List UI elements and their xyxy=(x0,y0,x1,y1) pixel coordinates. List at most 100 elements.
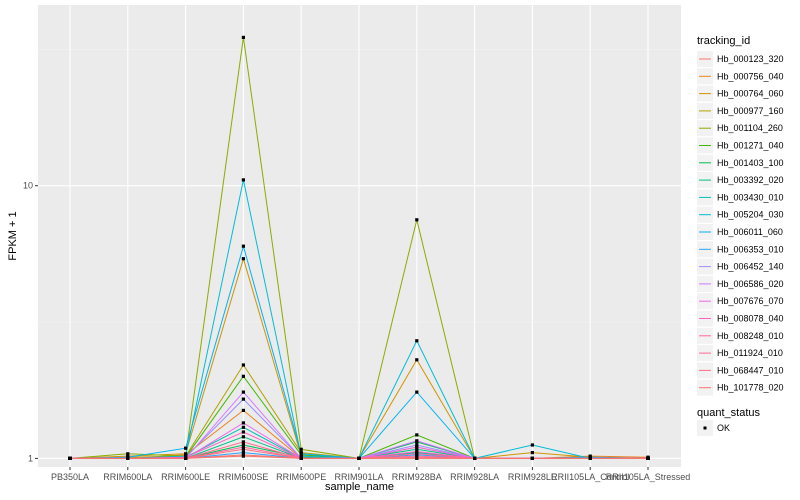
status-legend-label: OK xyxy=(717,423,730,433)
legend-label: Hb_000764_060 xyxy=(717,89,784,99)
legend-item: Hb_068447_010 xyxy=(697,362,784,379)
data-point xyxy=(299,454,303,458)
data-point xyxy=(241,435,245,439)
data-point xyxy=(126,452,130,456)
data-point xyxy=(415,452,419,456)
data-point xyxy=(241,390,245,394)
x-tick-label: RRII105LA_Control xyxy=(551,472,629,482)
x-axis-title: sample_name xyxy=(325,481,394,493)
legend-label: Hb_006011_060 xyxy=(717,227,783,237)
legend-label: Hb_003392_020 xyxy=(717,175,784,185)
data-point xyxy=(415,445,419,449)
legend-label: Hb_068447_010 xyxy=(717,365,784,375)
legend-item: Hb_008248_010 xyxy=(697,327,784,344)
data-point xyxy=(241,445,245,449)
x-tick-label: RRIM901LA xyxy=(334,472,383,482)
legend-item: Hb_101778_020 xyxy=(697,379,784,396)
legend-item: Hb_008078_040 xyxy=(697,310,784,327)
legend-label: Hb_007676_070 xyxy=(717,296,784,306)
data-point xyxy=(299,447,303,451)
legend-item: Hb_007676_070 xyxy=(697,293,784,310)
data-point xyxy=(473,456,477,460)
data-point xyxy=(415,358,419,362)
x-tick-label: RRIM600LE xyxy=(161,472,210,482)
data-point xyxy=(241,440,245,444)
data-point xyxy=(415,449,419,454)
data-point xyxy=(415,443,419,447)
data-point xyxy=(530,443,534,447)
data-point xyxy=(415,433,419,437)
legend-item: Hb_005204_030 xyxy=(697,206,784,223)
legend-label: Hb_000977_160 xyxy=(717,106,784,116)
legend-item: Hb_000123_320 xyxy=(697,51,784,67)
y-tick-label: 10 xyxy=(23,181,33,191)
legend-items: Hb_000123_320 Hb_000756_040 Hb_000764_060 H… xyxy=(697,51,784,396)
legend-label: Hb_003430_010 xyxy=(717,192,784,202)
data-point xyxy=(357,456,361,460)
legend-item: Hb_001271_040 xyxy=(697,137,784,154)
legend-item: Hb_006011_060 xyxy=(697,224,783,240)
x-tick-label: RRIM600PE xyxy=(276,472,326,482)
legend-label: Hb_001403_100 xyxy=(717,158,784,168)
data-point xyxy=(299,456,303,460)
legend-item: Hb_006353_010 xyxy=(697,241,784,258)
data-point xyxy=(241,374,245,378)
legend-item: Hb_001403_100 xyxy=(697,154,784,171)
legend: tracking_id Hb_000123_320Hb_000756_040Hb… xyxy=(697,35,784,436)
x-tick-label: PB350LA xyxy=(51,472,89,482)
legend-label: Hb_000123_320 xyxy=(717,54,784,64)
legend-label: Hb_000756_040 xyxy=(717,71,784,81)
legend-label: Hb_005204_030 xyxy=(717,210,784,220)
x-tick-label: RRIM600LA xyxy=(103,472,152,482)
data-point xyxy=(241,451,245,455)
legend-item: Hb_006586_020 xyxy=(697,275,784,292)
data-point xyxy=(241,430,245,434)
legend-label: Hb_006452_140 xyxy=(717,262,784,272)
legend-item: Hb_003430_010 xyxy=(697,189,784,206)
legend-item: Hb_011924_010 xyxy=(697,345,783,362)
data-point xyxy=(241,397,245,401)
data-point xyxy=(241,408,245,412)
legend-item: Hb_000756_040 xyxy=(697,68,784,85)
data-point xyxy=(299,452,303,456)
data-point xyxy=(415,218,419,222)
status-legend-point xyxy=(703,426,707,430)
data-point xyxy=(588,456,592,460)
legend-title: tracking_id xyxy=(697,35,750,47)
y-tick-label: 1 xyxy=(28,453,33,463)
data-point xyxy=(241,421,245,425)
y-axis-title: FPKM + 1 xyxy=(7,211,19,260)
data-point xyxy=(415,456,419,460)
legend-item: Hb_003392_020 xyxy=(697,172,784,189)
legend-label: Hb_006586_020 xyxy=(717,279,784,289)
legend-item: Hb_000977_160 xyxy=(697,102,784,119)
data-point xyxy=(415,339,419,343)
data-point xyxy=(530,456,534,460)
legend-label: Hb_008078_040 xyxy=(717,314,784,324)
x-tick-label: RRIM928LE xyxy=(508,472,557,482)
data-point xyxy=(241,453,245,457)
data-point xyxy=(415,439,419,443)
axes: 1 10 PB350LA RRIM600LA RRIM600LE RRIM600SE RRI… xyxy=(23,181,690,482)
x-tick-label: RRII105LA_Stressed xyxy=(606,472,691,482)
legend-label: Hb_001271_040 xyxy=(717,141,784,151)
data-point xyxy=(68,456,72,460)
legend-label: Hb_101778_020 xyxy=(717,383,784,393)
legend-item: Hb_001104_260 xyxy=(697,120,783,137)
data-point xyxy=(241,447,245,451)
data-point xyxy=(530,451,534,455)
data-point xyxy=(415,390,419,394)
data-point xyxy=(184,456,188,460)
data-point xyxy=(241,178,245,182)
data-point xyxy=(241,425,245,429)
data-point xyxy=(184,452,188,456)
legend-label: Hb_008248_010 xyxy=(717,331,784,341)
data-point xyxy=(241,35,245,39)
legend-label: Hb_011924_010 xyxy=(717,348,783,358)
data-point xyxy=(241,363,245,367)
data-points xyxy=(68,35,650,460)
x-tick-label: RRIM600SE xyxy=(218,472,268,482)
data-point xyxy=(184,446,188,450)
data-point xyxy=(241,257,245,261)
